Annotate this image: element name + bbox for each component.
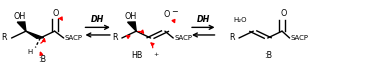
Text: O: O	[163, 10, 170, 19]
Text: +: +	[153, 52, 158, 57]
Polygon shape	[26, 31, 44, 38]
Text: SACP: SACP	[64, 35, 82, 41]
Text: :B: :B	[38, 55, 46, 64]
Text: H: H	[28, 49, 33, 55]
Text: OH: OH	[14, 12, 26, 21]
FancyArrowPatch shape	[138, 30, 144, 33]
FancyArrowPatch shape	[59, 17, 62, 20]
Polygon shape	[127, 22, 136, 31]
Text: O: O	[53, 9, 59, 18]
FancyArrowPatch shape	[41, 39, 45, 43]
Text: OH: OH	[124, 12, 136, 21]
Polygon shape	[17, 22, 26, 31]
Text: O: O	[280, 9, 287, 18]
FancyArrowPatch shape	[151, 43, 154, 48]
Text: −: −	[171, 7, 178, 16]
Text: :B: :B	[263, 51, 272, 60]
Text: R: R	[229, 34, 234, 42]
Text: DH: DH	[91, 15, 104, 24]
Text: HB: HB	[132, 51, 143, 60]
Text: H₂O: H₂O	[233, 17, 246, 23]
Text: R: R	[112, 34, 117, 42]
Text: R: R	[2, 34, 7, 42]
FancyArrowPatch shape	[40, 52, 43, 55]
Text: SACP: SACP	[174, 35, 192, 41]
FancyArrowPatch shape	[127, 36, 130, 38]
FancyArrowPatch shape	[172, 19, 175, 23]
Text: SACP: SACP	[290, 35, 308, 41]
Text: DH: DH	[197, 15, 210, 24]
